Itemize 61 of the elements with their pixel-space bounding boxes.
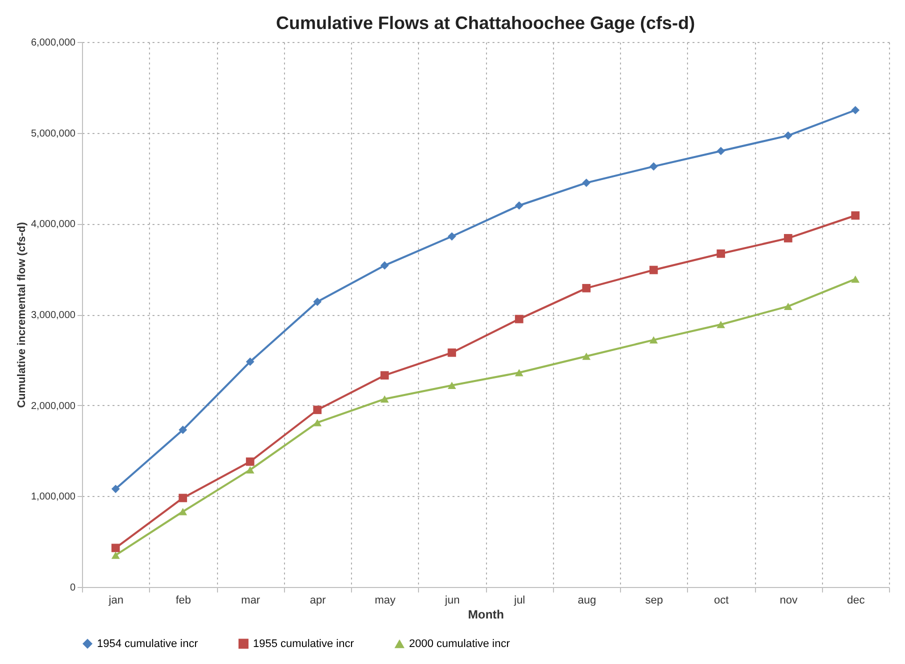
x-axis-title: Month <box>468 608 504 622</box>
point <box>313 406 322 414</box>
point <box>851 275 860 283</box>
point <box>851 106 860 114</box>
x-tick-label: aug <box>578 594 596 606</box>
y-axis-title: Cumulative incremental flow (cfs-d) <box>16 222 28 408</box>
point <box>716 249 726 258</box>
legend-label: 1954 cumulative incr <box>97 638 198 650</box>
point <box>313 418 322 426</box>
point <box>380 371 389 380</box>
point <box>246 457 254 466</box>
point <box>380 395 389 403</box>
x-tick-label: jun <box>444 594 460 606</box>
point <box>851 211 860 220</box>
point <box>582 284 591 292</box>
point <box>111 544 120 552</box>
y-tick-label: 1,000,000 <box>31 492 76 503</box>
point <box>716 146 726 156</box>
x-tick-label: oct <box>714 594 729 606</box>
y-tick-label: 6,000,000 <box>31 38 76 48</box>
point <box>246 358 254 366</box>
y-tick-label: 4,000,000 <box>31 219 76 230</box>
point <box>313 298 322 306</box>
y-tick-label: 0 <box>70 582 76 594</box>
y-tick-label: 3,000,000 <box>31 310 76 321</box>
point <box>716 320 726 328</box>
y-tick-label: 2,000,000 <box>31 400 76 412</box>
point <box>178 494 188 502</box>
point <box>582 352 591 360</box>
point <box>246 466 254 474</box>
y-tick-label: 5,000,000 <box>31 128 76 140</box>
point <box>178 426 188 434</box>
point <box>448 232 456 241</box>
point <box>178 508 188 516</box>
x-tick-label: jul <box>513 594 526 606</box>
point <box>649 266 658 274</box>
point <box>784 302 792 310</box>
x-tick-label: may <box>374 594 396 606</box>
point <box>582 178 591 187</box>
x-tick-label: sep <box>645 594 663 606</box>
point <box>649 336 658 344</box>
x-tick-label: dec <box>847 594 866 606</box>
x-tick-label: nov <box>780 594 798 606</box>
legend-label: 1955 cumulative incr <box>253 638 354 650</box>
point <box>380 261 389 270</box>
point <box>111 552 120 559</box>
point <box>784 131 792 140</box>
x-tick-label: apr <box>310 594 326 606</box>
point <box>514 314 524 324</box>
point <box>514 369 524 376</box>
legend-label: 2000 cumulative incr <box>409 638 510 650</box>
point <box>514 201 524 210</box>
chart-title: Cumulative Flows at Chattahoochee Gage (cfs-d) <box>276 13 696 33</box>
x-tick-label: jan <box>108 594 124 606</box>
point <box>111 484 120 494</box>
point <box>649 162 658 171</box>
point <box>448 348 456 357</box>
x-tick-label: feb <box>176 594 192 606</box>
point <box>784 234 792 242</box>
point <box>448 382 456 389</box>
x-tick-label: mar <box>241 594 260 606</box>
